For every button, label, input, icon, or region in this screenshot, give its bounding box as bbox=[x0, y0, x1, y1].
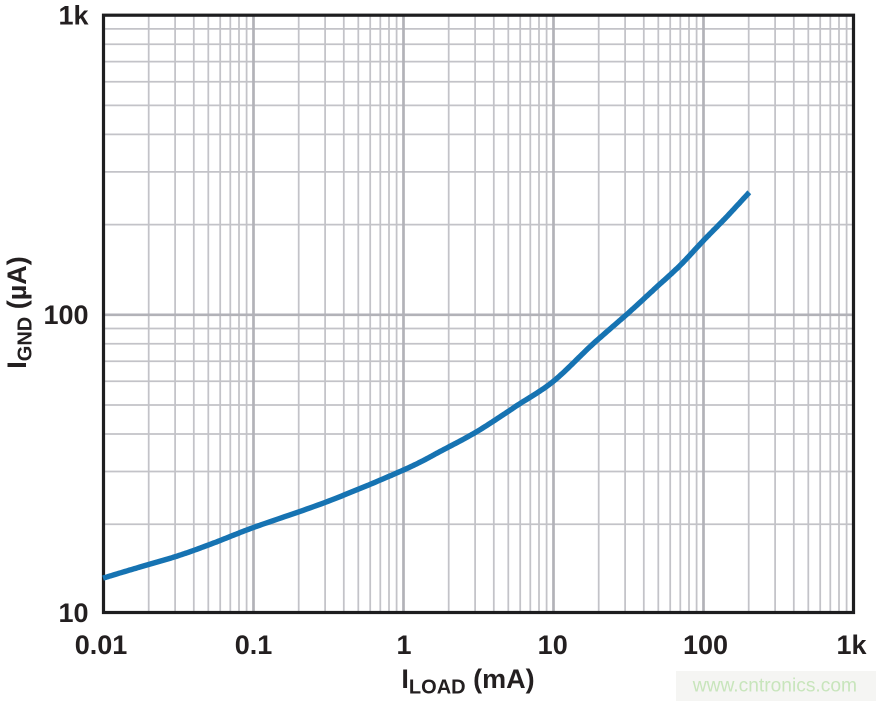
svg-text:1k: 1k bbox=[58, 1, 89, 31]
svg-text:www.cntronics.com: www.cntronics.com bbox=[692, 676, 857, 697]
svg-text:10: 10 bbox=[58, 598, 88, 628]
svg-text:100: 100 bbox=[683, 630, 728, 660]
svg-text:100: 100 bbox=[43, 300, 88, 330]
svg-text:1: 1 bbox=[396, 630, 411, 660]
svg-text:10: 10 bbox=[538, 630, 568, 660]
svg-text:0.01: 0.01 bbox=[75, 630, 128, 660]
svg-text:1k: 1k bbox=[836, 630, 867, 660]
svg-text:0.1: 0.1 bbox=[235, 630, 273, 660]
